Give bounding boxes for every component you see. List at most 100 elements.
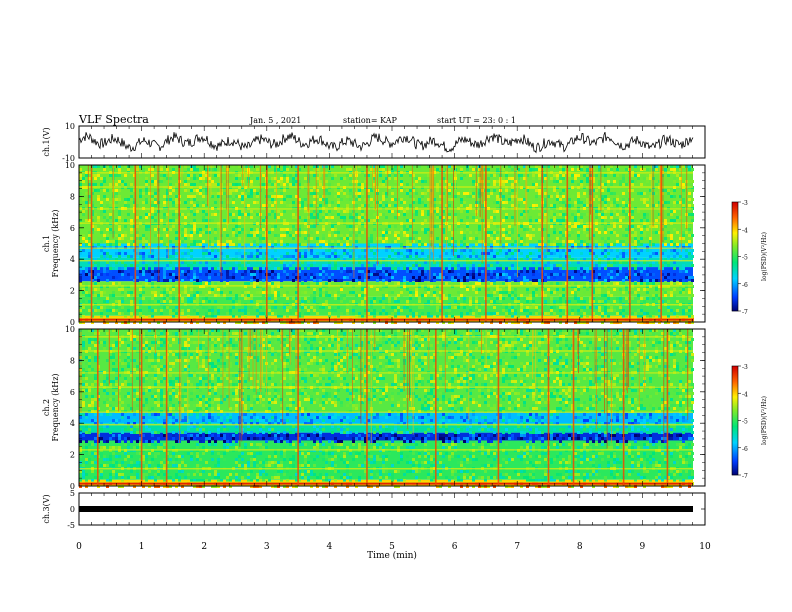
- spectral-cell: [526, 210, 529, 213]
- spectral-cell: [466, 192, 469, 195]
- spectral-cell: [598, 225, 601, 228]
- spectral-cell: [370, 249, 373, 252]
- spectral-cell: [310, 252, 313, 255]
- spectral-cell: [349, 219, 352, 222]
- spectral-cell: [286, 315, 289, 318]
- spectral-cell: [238, 210, 241, 213]
- spectral-cell: [352, 249, 355, 252]
- spectral-cell: [673, 228, 676, 231]
- spectral-cell: [532, 261, 535, 264]
- spectral-cell: [295, 258, 298, 261]
- spectral-cell: [412, 237, 415, 240]
- spectral-cell: [295, 270, 298, 273]
- spectral-cell: [490, 192, 493, 195]
- spectral-cell: [598, 204, 601, 207]
- spectral-cell: [418, 306, 421, 309]
- spectral-cell: [355, 258, 358, 261]
- spectral-cell: [574, 243, 577, 246]
- spectral-cell: [94, 288, 97, 291]
- spectral-cell: [433, 261, 436, 264]
- spectral-cell: [262, 300, 265, 303]
- spectral-cell: [280, 201, 283, 204]
- spectral-cell: [217, 225, 220, 228]
- spectral-cell: [460, 255, 463, 258]
- spectral-cell: [688, 252, 691, 255]
- spectral-cell: [640, 198, 643, 201]
- spectral-cell: [208, 237, 211, 240]
- spectral-cell: [358, 225, 361, 228]
- spectral-cell: [457, 225, 460, 228]
- spectral-cell: [622, 291, 625, 294]
- spectral-cell: [535, 312, 538, 315]
- spectral-cell: [253, 282, 256, 285]
- spectral-cell: [523, 297, 526, 300]
- spectral-cell: [625, 234, 628, 237]
- spectral-cell: [505, 231, 508, 234]
- spectral-cell: [352, 192, 355, 195]
- spectral-cell: [145, 270, 148, 273]
- spectral-cell: [145, 225, 148, 228]
- spectral-cell: [415, 261, 418, 264]
- spectral-cell: [196, 189, 199, 192]
- spectral-cell: [577, 267, 580, 270]
- spectral-cell: [331, 309, 334, 312]
- spectral-cell: [550, 204, 553, 207]
- spectral-cell: [142, 240, 145, 243]
- spectral-cell: [91, 243, 94, 246]
- spectral-cell: [643, 300, 646, 303]
- spectral-cell: [610, 306, 613, 309]
- spectral-cell: [259, 234, 262, 237]
- spectral-cell: [169, 240, 172, 243]
- spectral-cell: [493, 300, 496, 303]
- spectral-cell: [103, 246, 106, 249]
- spectral-cell: [472, 312, 475, 315]
- spectral-cell: [319, 204, 322, 207]
- spectral-cell: [397, 285, 400, 288]
- spectral-cell: [325, 258, 328, 261]
- spectral-cell: [583, 192, 586, 195]
- spectral-cell: [577, 204, 580, 207]
- spectral-cell: [508, 225, 511, 228]
- spectral-cell: [523, 309, 526, 312]
- spectral-cell: [688, 228, 691, 231]
- spectral-cell: [424, 294, 427, 297]
- spectral-cell: [517, 177, 520, 180]
- spectral-cell: [91, 315, 94, 318]
- spectral-cell: [82, 306, 85, 309]
- spectral-cell: [442, 273, 445, 276]
- spectral-cell: [148, 168, 151, 171]
- spectral-cell: [361, 270, 364, 273]
- spectral-cell: [202, 231, 205, 234]
- spectral-cell: [100, 273, 103, 276]
- spectral-cell: [601, 165, 604, 168]
- spectral-cell: [142, 237, 145, 240]
- spectral-cell: [403, 306, 406, 309]
- spectral-cell: [184, 216, 187, 219]
- spectral-cell: [328, 282, 331, 285]
- spectral-cell: [685, 309, 688, 312]
- spectral-cell: [646, 204, 649, 207]
- spectral-cell: [283, 189, 286, 192]
- spectral-cell: [466, 210, 469, 213]
- spectral-cell: [343, 264, 346, 267]
- spectral-cell: [109, 174, 112, 177]
- spectral-cell: [550, 258, 553, 261]
- spectral-cell: [643, 231, 646, 234]
- spectral-cell: [337, 267, 340, 270]
- spectral-cell: [406, 228, 409, 231]
- spectral-cell: [319, 246, 322, 249]
- spectral-cell: [454, 300, 457, 303]
- spectral-cell: [250, 189, 253, 192]
- spectral-cell: [478, 195, 481, 198]
- spectral-cell: [322, 270, 325, 273]
- spectral-cell: [184, 246, 187, 249]
- spectral-cell: [421, 279, 424, 282]
- spectral-cell: [328, 234, 331, 237]
- spectral-cell: [202, 255, 205, 258]
- spectral-cell: [109, 228, 112, 231]
- spectral-cell: [598, 300, 601, 303]
- spectral-cell: [562, 192, 565, 195]
- spectral-cell: [619, 312, 622, 315]
- spectral-cell: [274, 282, 277, 285]
- spectral-cell: [577, 213, 580, 216]
